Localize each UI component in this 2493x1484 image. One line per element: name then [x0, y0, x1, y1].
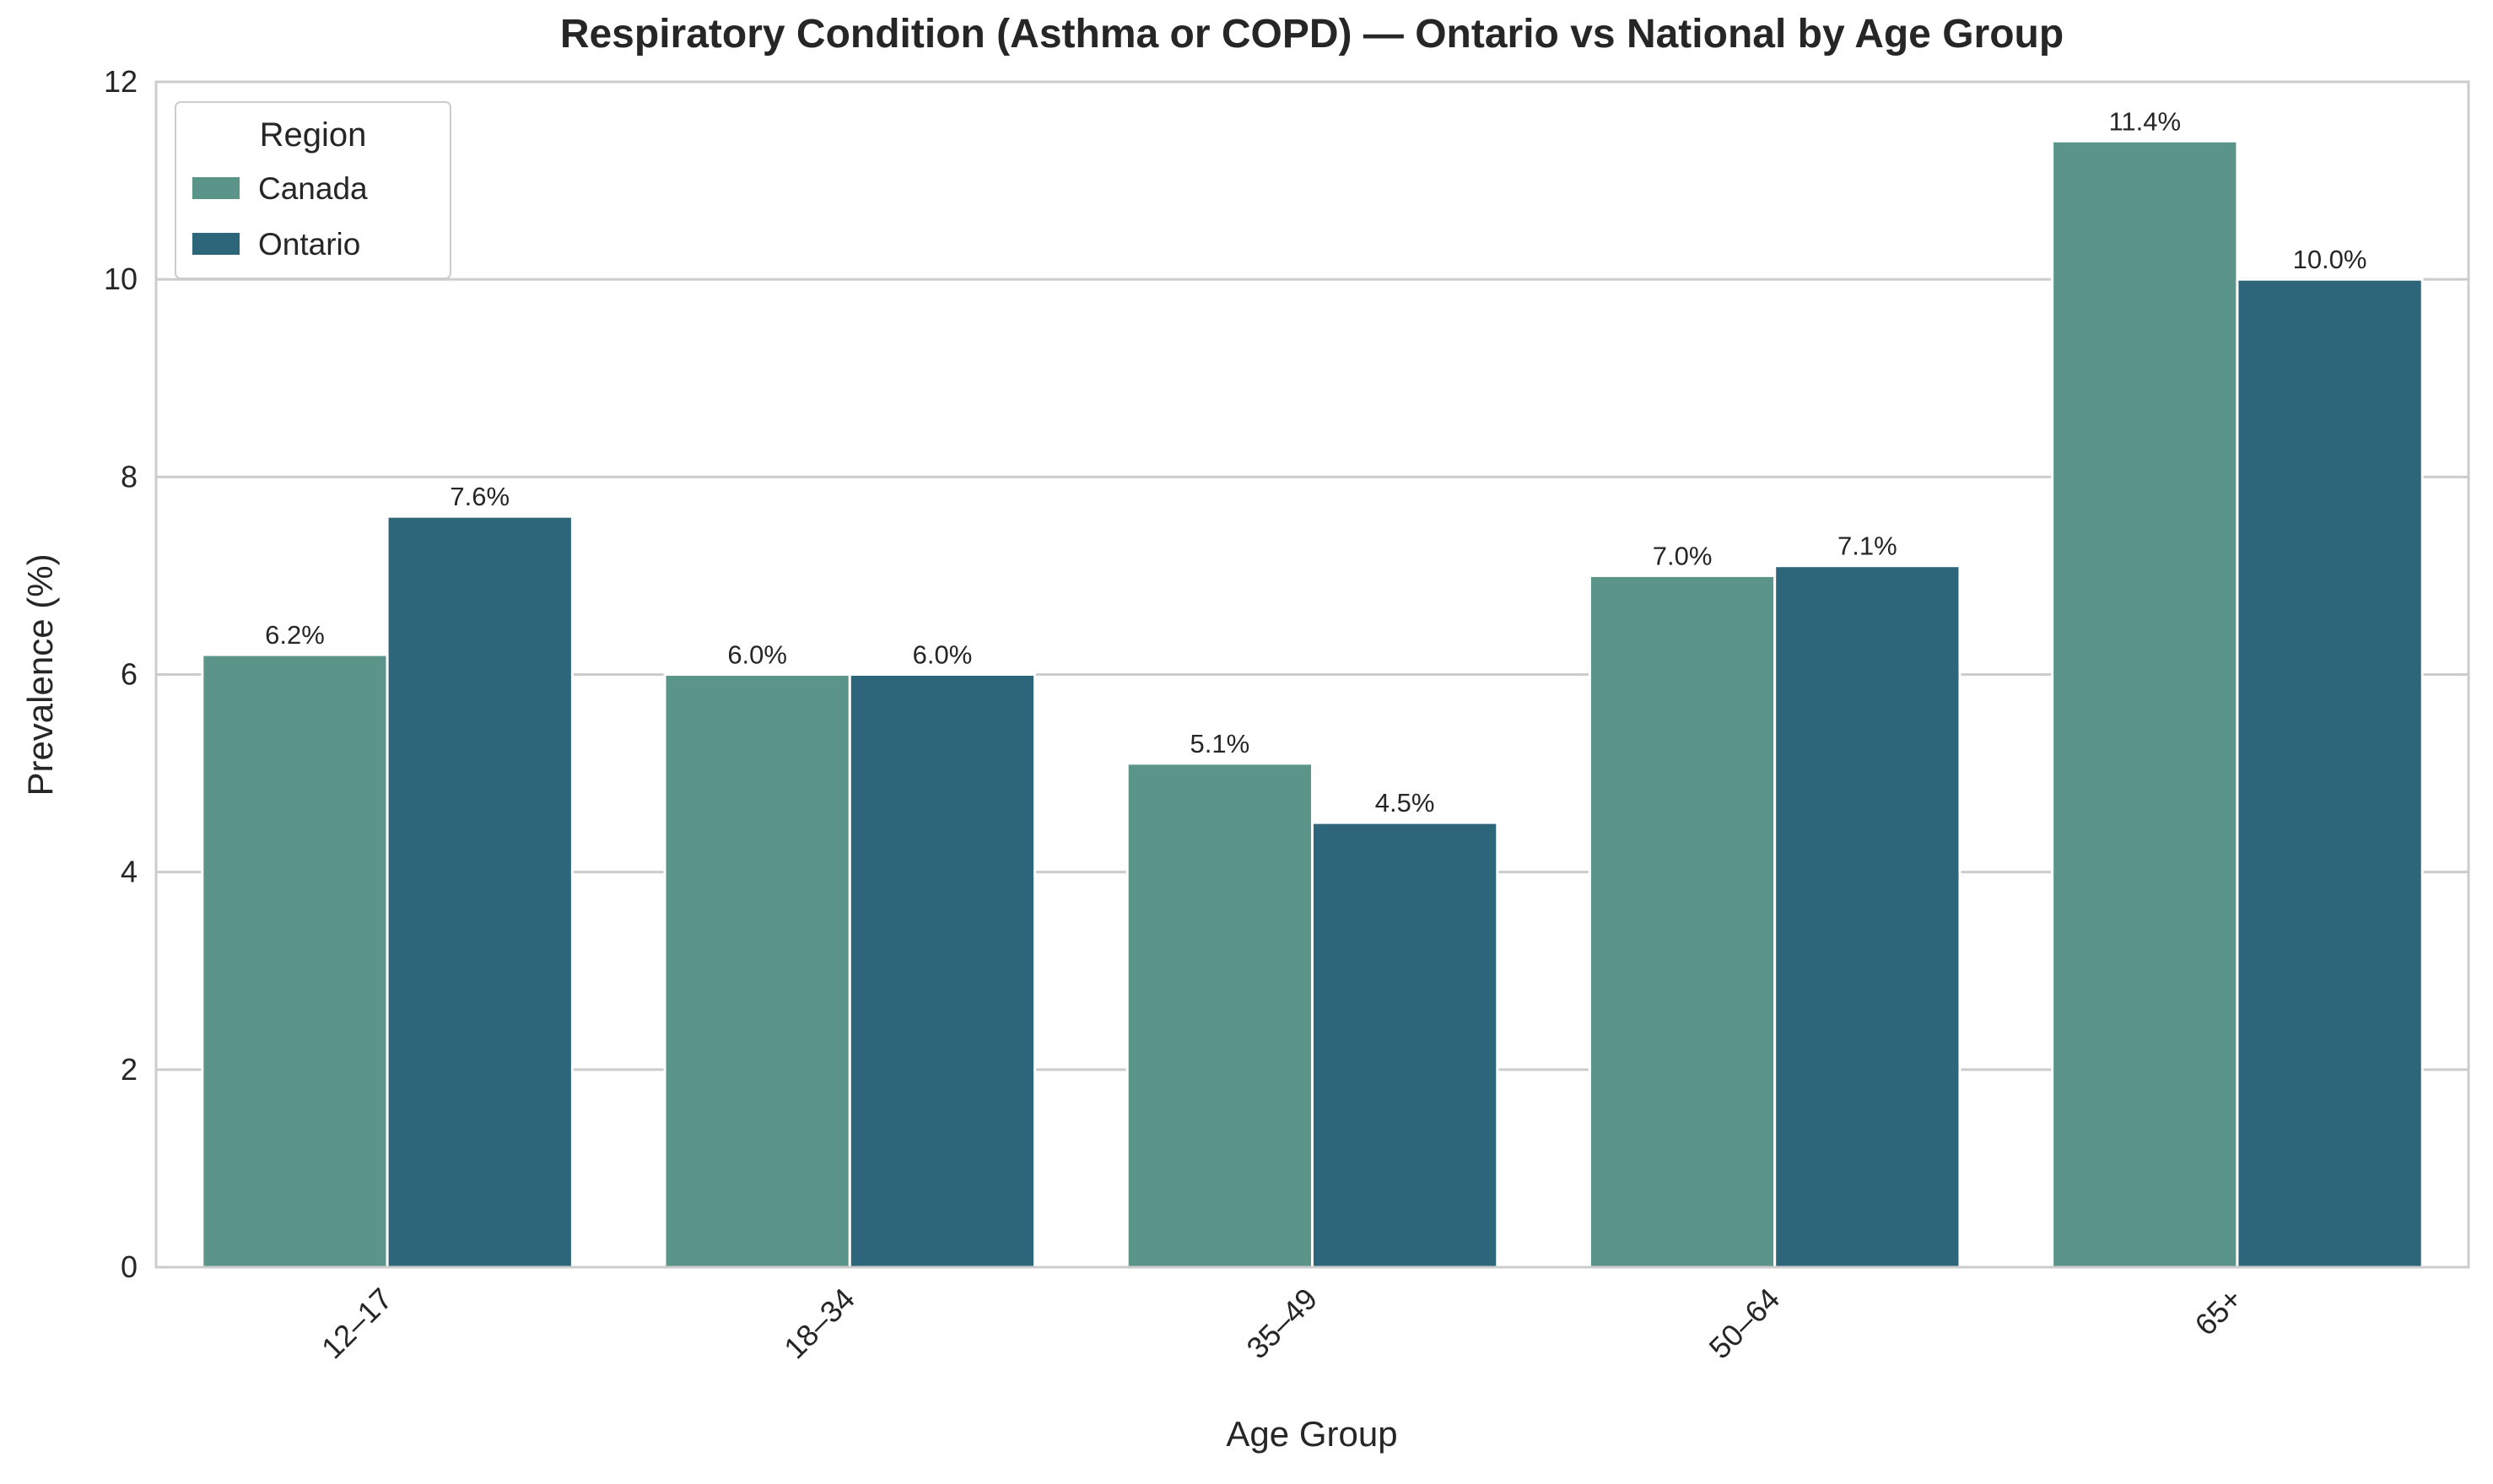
bar-canada [1588, 574, 1777, 1269]
bar-canada [2051, 139, 2239, 1269]
legend-label-canada: Canada [258, 171, 368, 206]
y-tick-label: 0 [121, 1249, 138, 1284]
legend-swatch-ontario [192, 233, 240, 255]
y-tick-label: 12 [104, 64, 138, 99]
bar-value-label: 11.4% [2108, 106, 2181, 136]
bar-value-label: 7.1% [1837, 532, 1897, 561]
y-tick-labels: 0 2 4 6 8 10 12 [104, 64, 138, 1284]
bar-value-labels: 6.2% 7.6% 6.0% 6.0% 5.1% 4.5% 7.0% 7.1% 11.4% 10.… [265, 106, 2366, 818]
x-axis-label: Age Group [1226, 1414, 1397, 1454]
bar-canada [201, 653, 389, 1269]
bar-canada [1125, 762, 1314, 1269]
y-tick-label: 8 [121, 459, 138, 494]
plot-frame [154, 80, 2470, 1269]
bar-value-label: 6.2% [265, 620, 325, 650]
bar-value-label: 5.1% [1190, 729, 1250, 758]
y-axis-label: Prevalence (%) [20, 553, 60, 796]
legend: Region Canada Ontario [175, 101, 451, 279]
bar-value-label: 10.0% [2293, 245, 2367, 274]
bar-ontario [1773, 564, 1961, 1269]
bar-value-label: 6.0% [913, 640, 973, 670]
bar-value-label: 4.5% [1375, 788, 1435, 818]
bar-ontario [386, 515, 574, 1269]
bar-canada [663, 673, 851, 1269]
bar-ontario [2236, 278, 2424, 1269]
chart-title: Respiratory Condition (Asthma or COPD) —… [560, 12, 2064, 57]
legend-title: Region [260, 116, 367, 154]
bars [201, 139, 2424, 1269]
y-tick-label: 2 [121, 1052, 138, 1087]
y-tick-label: 4 [121, 855, 138, 889]
legend-frame [175, 101, 451, 279]
bar-ontario [1311, 821, 1499, 1269]
y-tick-label: 10 [104, 262, 138, 296]
legend-label-ontario: Ontario [258, 227, 360, 262]
legend-swatch-canada [192, 177, 240, 199]
bar-value-label: 7.6% [450, 482, 510, 511]
bar-value-label: 6.0% [727, 640, 787, 670]
bar-ontario [848, 673, 1037, 1269]
bar-value-label: 7.0% [1653, 541, 1713, 570]
y-tick-label: 6 [121, 657, 138, 692]
